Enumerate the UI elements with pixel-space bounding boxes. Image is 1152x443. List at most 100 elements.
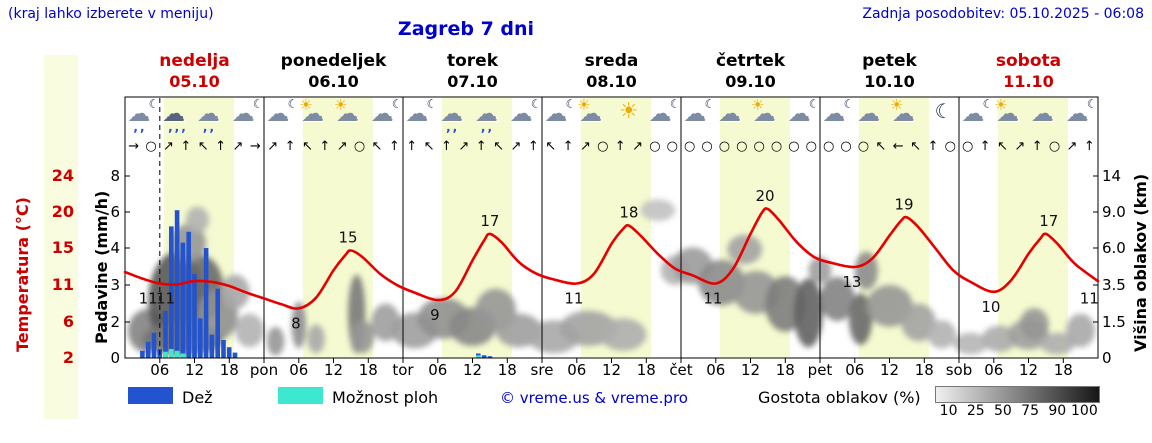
day-name-nedelja: nedelja bbox=[125, 52, 264, 72]
day-date-10.10: 10.10 bbox=[820, 73, 959, 91]
day-date-07.10: 07.10 bbox=[403, 73, 542, 91]
temp-axis-tick: 24 bbox=[44, 167, 74, 185]
day-date-05.10: 05.10 bbox=[125, 73, 264, 91]
copyright-link[interactable]: © vreme.us & vreme.pro bbox=[500, 389, 688, 407]
cloud-glyph: ☁ bbox=[857, 103, 880, 126]
rain-legend-label: Dež bbox=[182, 388, 213, 407]
weather-icon-moon: ☾ bbox=[924, 98, 960, 130]
weather-icon-moon-cloud: ☾☁ bbox=[646, 98, 682, 130]
day-name-petek: petek bbox=[820, 52, 959, 72]
showers-legend-label: Možnost ploh bbox=[332, 388, 438, 407]
cloud-glyph: ☁ bbox=[405, 103, 428, 126]
cloud-density-gradient-bar bbox=[935, 386, 1100, 403]
temp-axis-tick: 15 bbox=[44, 239, 74, 257]
x-axis-tick-12: 12 bbox=[455, 362, 491, 379]
cloud-glyph: ☁ bbox=[371, 103, 394, 126]
cloud-glyph: ☁ bbox=[544, 103, 567, 126]
precip-axis-tick: 4 bbox=[92, 240, 120, 257]
x-axis-tick-06: 06 bbox=[142, 362, 178, 379]
temp-axis-tick: 2 bbox=[44, 349, 74, 367]
raindrops-glyph: ,, bbox=[203, 121, 216, 133]
raindrops-glyph: ,,, bbox=[168, 121, 188, 133]
weather-icon-sun-cloud: ☀☁ bbox=[889, 98, 925, 130]
weather-icon-cloud: ☁ bbox=[854, 98, 890, 130]
precip-axis-tick: 6 bbox=[92, 204, 120, 221]
temperature-point-label: 11 bbox=[1080, 290, 1099, 308]
x-axis-tick-sob: sob bbox=[941, 362, 977, 379]
cloud-axis-tick: 1.5 bbox=[1102, 314, 1138, 331]
weather-icon-sun-cloud: ☀☁ bbox=[333, 98, 369, 130]
x-axis-tick-06: 06 bbox=[698, 362, 734, 379]
weather-icon-moon-cloud: ☾☁ bbox=[819, 98, 855, 130]
cloud-glyph: ☁ bbox=[683, 103, 706, 126]
weather-icon-sun: ☀ bbox=[611, 98, 647, 130]
x-axis-tick-čet: čet bbox=[663, 362, 699, 379]
cloud-axis-tick: 9.0 bbox=[1102, 204, 1138, 221]
weather-icon-sun-cloud: ☀☁ bbox=[750, 98, 786, 130]
density-tick-50: 50 bbox=[988, 403, 1018, 419]
x-axis-tick-12: 12 bbox=[733, 362, 769, 379]
temperature-point-label: 9 bbox=[430, 306, 440, 324]
day-name-sobota: sobota bbox=[959, 52, 1098, 72]
cloud-axis-tick: 3.5 bbox=[1102, 277, 1138, 294]
temperature-point-label: 11 bbox=[703, 290, 722, 308]
density-tick-100: 100 bbox=[1069, 403, 1099, 419]
weather-icon-moon-cloud: ☾☁ bbox=[402, 98, 438, 130]
rain-legend-swatch bbox=[128, 387, 173, 404]
x-axis-tick-18: 18 bbox=[489, 362, 525, 379]
weather-icon-moon-cloud: ☾☁ bbox=[507, 98, 543, 130]
temperature-point-label: 10 bbox=[981, 298, 1000, 316]
day-date-06.10: 06.10 bbox=[264, 73, 403, 91]
weather-icon-rain: ☁,, bbox=[194, 98, 230, 130]
cloud-axis-tick: 0 bbox=[1102, 350, 1138, 367]
cloud-glyph: ☁ bbox=[510, 103, 533, 126]
raindrops-glyph: ,, bbox=[133, 121, 146, 133]
temp-axis-tick: 20 bbox=[44, 203, 74, 221]
precip-axis-tick: 8 bbox=[92, 168, 120, 185]
cloud-glyph: ☁ bbox=[788, 103, 811, 126]
cloud-glyph: ☁ bbox=[753, 103, 776, 126]
x-axis-tick-06: 06 bbox=[281, 362, 317, 379]
weather-meteogram-page: (kraj lahko izberete v meniju) Zagreb 7 … bbox=[0, 0, 1152, 443]
density-tick-75: 75 bbox=[1015, 403, 1045, 419]
weather-icon-sun-cloud: ☀☁ bbox=[576, 98, 612, 130]
weather-icon-rain: ☁,, bbox=[437, 98, 473, 130]
temperature-point-label: 17 bbox=[1039, 212, 1058, 230]
cloud-density-legend-label: Gostota oblakov (%) bbox=[758, 388, 921, 407]
weather-icon-sun-cloud: ☀☁ bbox=[993, 98, 1029, 130]
weather-icon-moon-cloud: ☾☁ bbox=[680, 98, 716, 130]
cloud-glyph: ☁ bbox=[301, 103, 324, 126]
day-name-sreda: sreda bbox=[542, 52, 681, 72]
weather-icon-moon-cloud: ☾☁ bbox=[958, 98, 994, 130]
x-axis-tick-06: 06 bbox=[420, 362, 456, 379]
x-axis-tick-12: 12 bbox=[177, 362, 213, 379]
weather-icon-moon-cloud: ☾☁ bbox=[263, 98, 299, 130]
temperature-point-label: 17 bbox=[480, 212, 499, 230]
x-axis-tick-06: 06 bbox=[976, 362, 1012, 379]
density-tick-10: 10 bbox=[934, 403, 964, 419]
cloud-glyph: ☁ bbox=[892, 103, 915, 126]
x-axis-tick-18: 18 bbox=[350, 362, 386, 379]
weather-icon-moon-cloud: ☾☁ bbox=[368, 98, 404, 130]
showers-legend-swatch bbox=[278, 387, 323, 404]
weather-icon-moon-cloud: ☾☁ bbox=[229, 98, 265, 130]
x-axis-tick-18: 18 bbox=[906, 362, 942, 379]
weather-icon-rain-moon: ☾☁,, bbox=[124, 98, 160, 130]
temperature-point-label: 19 bbox=[894, 195, 913, 213]
day-name-ponedeljek: ponedeljek bbox=[264, 52, 403, 72]
weather-icon-cloud: ☁ bbox=[1028, 98, 1064, 130]
cloud-glyph: ☁ bbox=[822, 103, 845, 126]
x-axis-tick-06: 06 bbox=[837, 362, 873, 379]
temperature-point-label: 15 bbox=[338, 229, 357, 247]
x-axis-tick-06: 06 bbox=[559, 362, 595, 379]
day-name-četrtek: četrtek bbox=[681, 52, 820, 72]
x-axis-tick-12: 12 bbox=[316, 362, 352, 379]
day-date-09.10: 09.10 bbox=[681, 73, 820, 91]
weather-icon-heavy-rain: ☁,,, bbox=[159, 98, 195, 130]
cloud-axis-tick: 14 bbox=[1102, 168, 1138, 185]
temperature-point-label: 11 bbox=[139, 290, 158, 308]
raindrops-glyph: ,, bbox=[481, 121, 494, 133]
cloud-glyph: ☁ bbox=[718, 103, 741, 126]
x-axis-tick-18: 18 bbox=[628, 362, 664, 379]
sun-glyph: ☀ bbox=[619, 101, 639, 123]
